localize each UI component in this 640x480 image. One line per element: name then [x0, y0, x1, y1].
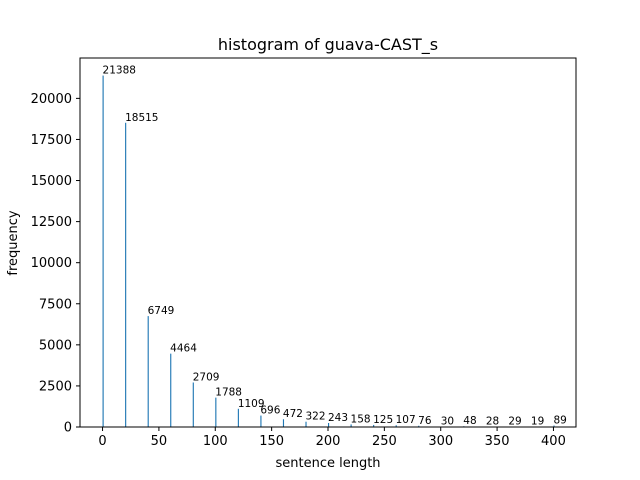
bar-value-label: 18515: [125, 112, 158, 124]
bar-value-label: 696: [260, 405, 280, 417]
x-tick-label: 100: [203, 434, 228, 449]
histogram-bar: [553, 425, 555, 427]
bar-value-label: 48: [463, 415, 476, 427]
histogram-bar: [170, 353, 172, 427]
x-tick-label: 0: [98, 434, 106, 449]
bar-value-label: 76: [418, 415, 432, 427]
y-tick-label: 5000: [39, 338, 72, 353]
bar-value-label: 125: [373, 414, 393, 426]
x-tick-label: 400: [541, 434, 566, 449]
y-tick-label: 12500: [31, 215, 72, 230]
bar-value-label: 4464: [170, 343, 197, 355]
bar-value-label: 28: [486, 416, 499, 428]
histogram-bar: [102, 75, 104, 427]
bar-value-label: 1788: [215, 387, 242, 399]
histogram-bar: [350, 424, 352, 427]
histogram-bar: [418, 425, 420, 427]
y-tick-label: 7500: [39, 297, 72, 312]
histogram-bar: [125, 122, 127, 428]
histogram-bar: [328, 423, 330, 427]
y-tick-label: 10000: [31, 256, 72, 271]
histogram-bar: [260, 415, 262, 427]
histogram-bar: [147, 316, 149, 427]
y-tick-label: 17500: [31, 133, 72, 148]
bar-value-label: 29: [508, 416, 521, 428]
bar-value-label: 243: [328, 412, 348, 424]
y-axis-label: frequency: [6, 210, 21, 276]
y-axis: 0 2500 5000 7500 10000 12500 15000 17500 20000: [31, 92, 80, 436]
bar-value-label: 158: [351, 413, 371, 425]
x-axis-label: sentence length: [275, 456, 380, 471]
chart-title: histogram of guava-CAST_s: [218, 35, 438, 55]
histogram-bar: [215, 397, 217, 427]
x-axis: 0 50 100 150 200 250 300 350 400: [98, 427, 566, 449]
bar-value-label: 30: [441, 416, 454, 428]
x-tick-label: 300: [428, 434, 453, 449]
x-tick-label: 200: [316, 434, 341, 449]
x-tick-label: 350: [485, 434, 510, 449]
bar-value-label: 322: [305, 411, 325, 423]
histogram-bar: [373, 424, 375, 427]
histogram-bar: [395, 425, 397, 427]
bar-value-label: 6749: [148, 305, 175, 317]
histogram-bar: [237, 408, 239, 427]
bar-value-label: 472: [283, 408, 303, 420]
x-tick-label: 250: [372, 434, 397, 449]
y-tick-label: 0: [64, 421, 72, 436]
histogram-bar: [192, 382, 194, 427]
histogram-bar: [282, 419, 285, 427]
bar-value-label: 21388: [103, 65, 136, 77]
bar-value-label: 1109: [238, 398, 265, 410]
x-tick-label: 150: [259, 434, 284, 449]
y-tick-label: 20000: [31, 92, 72, 107]
bar-value-label: 19: [531, 416, 544, 428]
bar-value-label: 107: [396, 414, 416, 426]
y-tick-label: 2500: [39, 379, 72, 394]
y-tick-label: 15000: [31, 174, 72, 189]
x-tick-label: 50: [151, 434, 168, 449]
histogram-bar: [305, 421, 307, 427]
bar-value-label: 2709: [193, 371, 220, 383]
bar-value-label: 89: [553, 415, 566, 427]
